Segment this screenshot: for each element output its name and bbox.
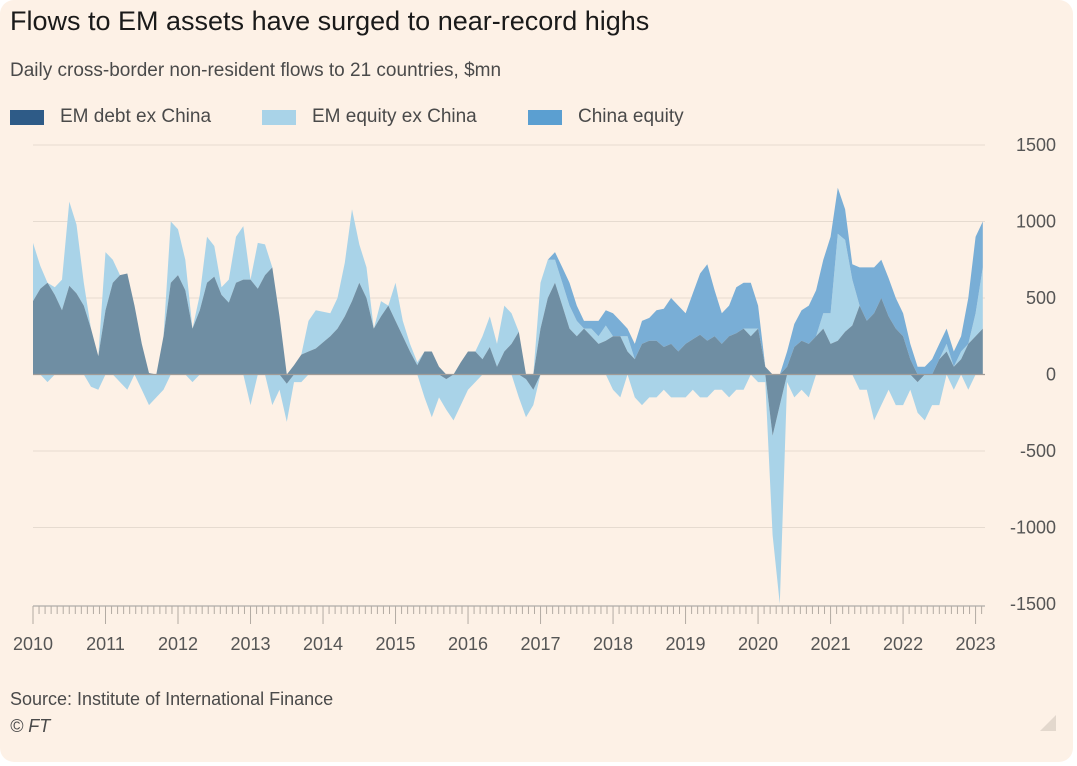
legend-label-china-equity: China equity: [578, 106, 684, 127]
x-tick-label-2012: 2012: [158, 634, 198, 654]
copyright-credit: © FT: [10, 716, 51, 736]
legend-label-em-equity: EM equity ex China: [312, 106, 477, 127]
x-tick-label-2016: 2016: [448, 634, 488, 654]
resize-handle-icon[interactable]: [1040, 715, 1056, 731]
x-axis-labels: 2010 2011 2012 2013 2014 2015 2016 2017 2018 2019…: [13, 634, 996, 654]
x-tick-label-2013: 2013: [230, 634, 270, 654]
x-tick-label-2017: 2017: [521, 634, 561, 654]
x-tick-label-2019: 2019: [666, 634, 706, 654]
area-china-equity-negative: [33, 374, 983, 604]
area-em-debt-positive: [33, 267, 983, 375]
x-tick-label-2011: 2011: [86, 634, 125, 654]
chart-title: Flows to EM assets have surged to near-r…: [10, 6, 650, 36]
y-tick-label--1000: -1000: [1010, 518, 1056, 538]
legend-swatch-em-equity: [262, 109, 296, 125]
x-tick-label-2023: 2023: [956, 634, 996, 654]
y-tick-label-1000: 1000: [1016, 212, 1056, 232]
x-axis: [32, 605, 985, 624]
x-tick-label-2022: 2022: [883, 634, 923, 654]
legend-item-em-equity: EM equity ex China: [262, 106, 477, 128]
y-tick-label-500: 500: [1026, 288, 1056, 308]
x-tick-label-2021: 2021: [811, 634, 851, 654]
y-axis-labels: 1500 1000 500 0 -500 -1000 -1500: [1010, 135, 1056, 614]
x-tick-label-2018: 2018: [593, 634, 633, 654]
source-note: Source: Institute of International Finan…: [10, 689, 334, 709]
area-china-equity-positive: [33, 187, 983, 375]
area-em-equity-negative: [33, 374, 983, 604]
y-tick-label-1500: 1500: [1016, 135, 1056, 155]
x-tick-label-2020: 2020: [738, 634, 778, 654]
x-tick-label-2014: 2014: [303, 634, 343, 654]
area-series: [33, 187, 983, 604]
x-tick-label-2015: 2015: [376, 634, 416, 654]
legend-swatch-em-debt: [10, 109, 44, 125]
y-tick-label--500: -500: [1020, 441, 1056, 461]
area-em-equity-positive: [33, 201, 983, 375]
area-em-debt-negative: [33, 374, 983, 436]
legend-label-em-debt: EM debt ex China: [60, 106, 212, 127]
x-tick-label-2010: 2010: [13, 634, 53, 654]
chart-subtitle: Daily cross-border non-resident flows to…: [10, 60, 502, 81]
legend-item-china-equity: China equity: [528, 106, 684, 128]
y-tick-label--1500: -1500: [1010, 594, 1056, 614]
legend-item-em-debt: EM debt ex China: [10, 106, 211, 128]
y-tick-label-0: 0: [1046, 365, 1056, 385]
legend-swatch-china-equity: [528, 109, 562, 125]
